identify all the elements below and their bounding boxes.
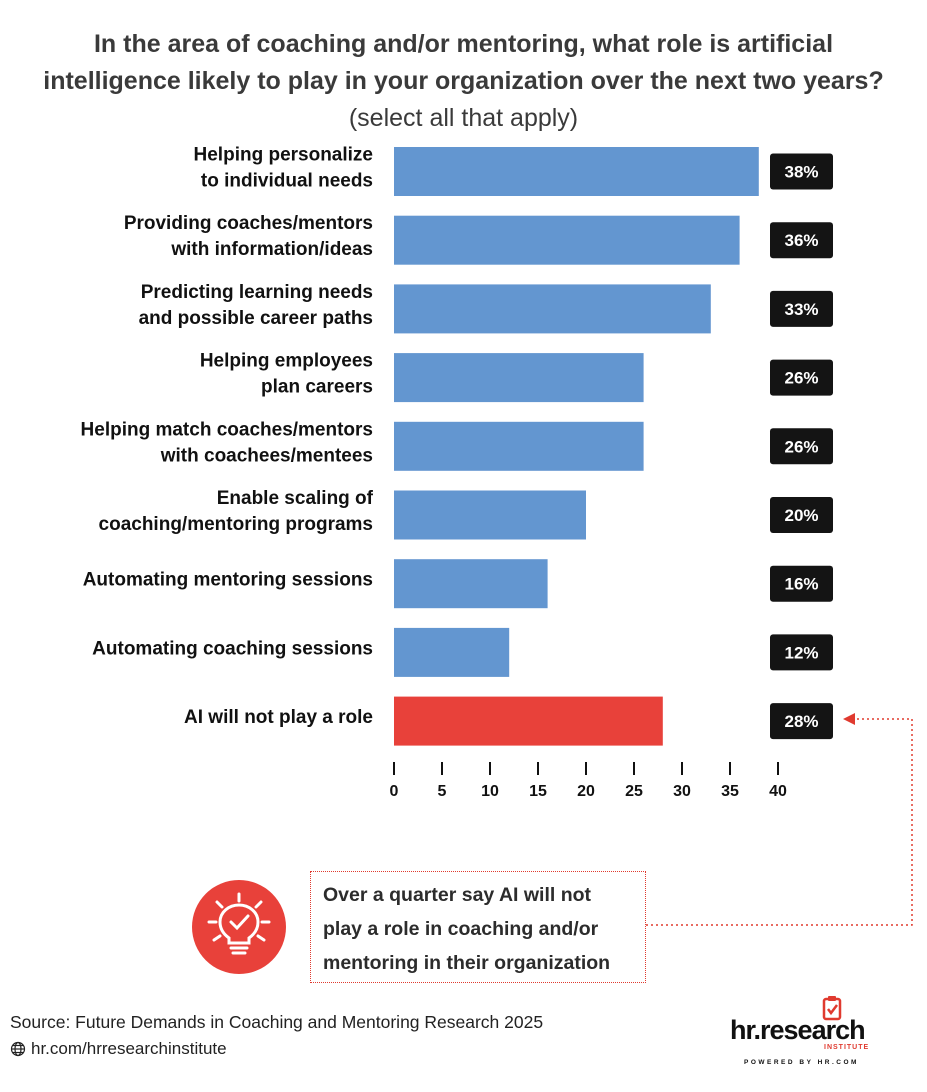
value-label: 28% xyxy=(784,712,818,731)
value-label-box xyxy=(770,634,833,671)
bar xyxy=(394,147,759,196)
website-link[interactable]: hr.com/hrresearchinstitute xyxy=(10,1039,227,1059)
value-label: 26% xyxy=(784,437,818,456)
website-text: hr.com/hrresearchinstitute xyxy=(31,1039,227,1058)
value-label-box xyxy=(770,222,833,259)
lightbulb-check-icon xyxy=(192,880,286,974)
x-tick-label: 40 xyxy=(769,783,787,800)
x-tick-label: 20 xyxy=(577,783,595,800)
value-label-box xyxy=(770,565,833,602)
category-label: Providing coaches/mentors with informatio… xyxy=(124,213,373,260)
x-tick-label: 10 xyxy=(481,783,499,800)
category-label: Enable scaling of coaching/mentoring prog… xyxy=(99,488,374,535)
source-text: Source: Future Demands in Coaching and M… xyxy=(10,1012,544,1032)
bar xyxy=(394,284,711,334)
category-label: Automating mentoring sessions xyxy=(83,570,373,591)
x-tick-label: 30 xyxy=(673,783,691,800)
callout-box: Over a quarter say AI will not play a ro… xyxy=(310,871,646,983)
callout-arrowhead xyxy=(843,713,855,725)
value-label: 26% xyxy=(784,369,818,388)
bar xyxy=(394,421,644,471)
bar xyxy=(394,490,586,540)
globe-icon xyxy=(10,1041,26,1057)
x-tick-label: 25 xyxy=(625,783,643,800)
value-label: 16% xyxy=(784,575,818,594)
category-label: Automating coaching sessions xyxy=(92,638,373,659)
value-label: 20% xyxy=(784,506,818,525)
category-label: AI will not play a role xyxy=(184,707,373,728)
bar xyxy=(394,215,740,265)
bar xyxy=(394,627,510,677)
x-tick-label: 35 xyxy=(721,783,739,800)
logo-powered-by: POWERED BY HR.COM xyxy=(744,1059,859,1066)
value-label-box xyxy=(770,359,833,396)
category-label: Helping match coaches/mentors with coache… xyxy=(81,419,373,466)
x-tick-label: 15 xyxy=(529,783,547,800)
clipboard-check-icon xyxy=(822,996,842,1021)
bar xyxy=(394,696,663,746)
chart-title: In the area of coaching and/or mentoring… xyxy=(30,26,897,137)
logo-wordmark: hr.research xyxy=(730,1015,866,1045)
x-tick-label: 0 xyxy=(390,783,399,800)
value-label: 36% xyxy=(784,231,818,250)
x-tick-label: 5 xyxy=(438,783,447,800)
category-label: Predicting learning needs and possible ca… xyxy=(139,282,373,329)
bar xyxy=(394,559,548,609)
value-label-box xyxy=(770,153,833,190)
value-label: 12% xyxy=(784,643,818,662)
value-label-box xyxy=(770,428,833,465)
value-label-box xyxy=(770,497,833,533)
category-label: Helping employees plan careers xyxy=(200,351,373,398)
bar xyxy=(394,353,644,403)
chart-title-sub: (select all that apply) xyxy=(348,104,579,132)
value-label: 38% xyxy=(784,163,818,182)
callout-connector xyxy=(646,718,913,926)
value-label-box xyxy=(770,703,833,740)
hr-research-logo: hr.research INSTITUTE POWERED BY HR.COM xyxy=(730,995,880,1075)
logo-institute: INSTITUTE xyxy=(824,1044,870,1051)
value-label-box xyxy=(770,290,833,327)
chart-title-main: In the area of coaching and/or mentoring… xyxy=(43,30,884,95)
category-label: Helping personalize to individual needs xyxy=(194,145,373,192)
value-label: 33% xyxy=(784,300,818,319)
